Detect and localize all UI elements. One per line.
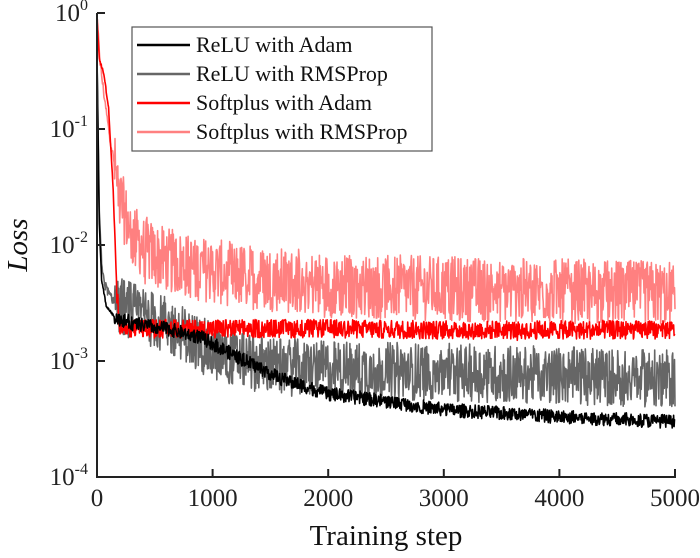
data-point — [212, 328, 214, 330]
data-point — [443, 371, 445, 373]
data-point — [119, 305, 121, 307]
legend-item: Softplus with RMSProp — [137, 119, 408, 144]
series-line — [96, 19, 676, 325]
data-point — [108, 108, 110, 110]
series-softplus-with-adam — [96, 19, 676, 342]
series-layer — [96, 19, 676, 429]
legend-item: ReLU with RMSProp — [137, 61, 388, 86]
data-point — [189, 266, 191, 268]
x-tick-label: 2000 — [303, 485, 353, 512]
data-point — [119, 198, 121, 200]
data-point — [104, 284, 106, 286]
data-point — [327, 328, 329, 330]
data-point — [113, 163, 115, 165]
data-point — [443, 329, 445, 331]
series-relu-with-rmsprop — [96, 55, 676, 408]
data-point — [131, 235, 133, 237]
legend-label: Softplus with RMSProp — [196, 119, 408, 144]
y-tick-label: 10-4 — [50, 461, 88, 491]
data-point — [131, 323, 133, 325]
y-axis-title: Loss — [2, 218, 34, 272]
legend-item: Softplus with Adam — [137, 90, 372, 115]
x-tick-label: 4000 — [534, 485, 584, 512]
data-point — [112, 189, 114, 191]
data-point — [558, 375, 560, 377]
data-point — [212, 351, 214, 353]
data-point — [200, 336, 202, 338]
data-point — [105, 305, 107, 307]
y-tick-label: 10-2 — [50, 229, 88, 259]
data-point — [235, 274, 237, 276]
legend-box — [131, 26, 433, 152]
data-point — [674, 329, 676, 331]
data-point — [116, 290, 118, 292]
data-point — [269, 365, 271, 367]
data-point — [674, 378, 676, 380]
data-point — [558, 290, 560, 292]
data-point — [101, 279, 103, 281]
y-tick-label: 10-3 — [50, 345, 88, 375]
legend-item: ReLU with Adam — [137, 32, 352, 57]
legend-label: Softplus with Adam — [196, 90, 372, 115]
data-point — [235, 355, 237, 357]
data-point — [103, 93, 105, 95]
data-point — [674, 293, 676, 295]
data-point — [142, 314, 144, 316]
data-point — [327, 368, 329, 370]
data-point — [98, 58, 100, 60]
x-axis-title: Training step — [310, 520, 463, 552]
data-point — [443, 288, 445, 290]
series-line — [96, 55, 676, 408]
data-point — [327, 393, 329, 395]
data-point — [165, 328, 167, 330]
y-tick-label: 10-1 — [50, 113, 88, 143]
legend-label: ReLU with RMSProp — [196, 61, 388, 86]
data-point — [327, 284, 329, 286]
x-tick-label: 0 — [91, 485, 104, 512]
series-softplus-with-rmsprop — [96, 19, 676, 325]
data-point — [558, 416, 560, 418]
data-point — [385, 400, 387, 402]
data-point — [110, 297, 112, 299]
data-point — [281, 378, 283, 380]
data-point — [154, 255, 156, 257]
y-tick-label: 100 — [55, 0, 88, 27]
x-tick-label: 3000 — [419, 485, 469, 512]
x-tick-label: 1000 — [188, 485, 238, 512]
data-point — [103, 73, 105, 75]
data-point — [443, 409, 445, 411]
data-point — [98, 224, 100, 226]
series-relu-with-adam — [96, 58, 676, 429]
legend-label: ReLU with Adam — [196, 32, 352, 57]
data-point — [558, 329, 560, 331]
series-line — [96, 58, 676, 429]
ticks: 0 1000 2000 3000 4000 5000 100 10-1 10-2 10-3 10-4 — [50, 0, 700, 512]
data-point — [113, 316, 115, 318]
series-line — [96, 19, 676, 342]
x-tick-label: 5000 — [650, 485, 700, 512]
legend: ReLU with Adam ReLU with RMSProp Softplus … — [131, 26, 433, 152]
data-point — [674, 421, 676, 423]
